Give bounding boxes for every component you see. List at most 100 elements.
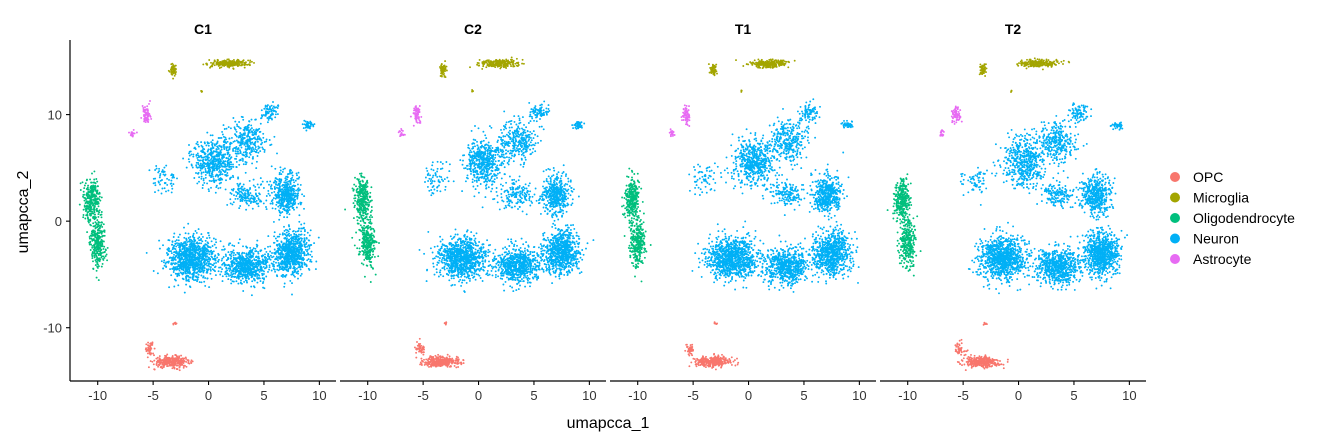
data-point bbox=[230, 176, 233, 179]
data-point bbox=[244, 271, 247, 274]
data-point bbox=[269, 258, 272, 261]
data-point bbox=[280, 256, 283, 259]
data-point bbox=[293, 233, 296, 236]
data-point bbox=[181, 277, 184, 280]
data-point bbox=[224, 141, 227, 144]
data-point bbox=[253, 258, 256, 261]
data-point bbox=[79, 189, 82, 191]
data-point bbox=[241, 116, 244, 119]
data-point bbox=[185, 365, 188, 368]
data-point bbox=[158, 239, 161, 242]
data-point bbox=[97, 223, 100, 226]
data-point bbox=[208, 234, 210, 237]
data-point bbox=[165, 266, 168, 268]
data-point bbox=[217, 147, 220, 150]
data-point bbox=[225, 127, 228, 130]
data-point bbox=[290, 179, 293, 181]
data-point bbox=[244, 258, 247, 261]
data-point bbox=[293, 255, 296, 258]
data-point bbox=[200, 281, 203, 284]
data-point bbox=[279, 166, 282, 169]
data-point bbox=[278, 235, 281, 238]
data-point bbox=[185, 262, 188, 265]
data-point bbox=[284, 265, 287, 268]
data-point bbox=[261, 146, 264, 149]
data-point bbox=[294, 195, 297, 198]
data-point bbox=[210, 64, 213, 67]
data-point bbox=[222, 256, 225, 258]
data-point bbox=[277, 205, 280, 208]
data-point bbox=[101, 243, 104, 246]
data-point bbox=[265, 138, 268, 141]
data-point bbox=[286, 186, 289, 189]
data-point bbox=[151, 360, 154, 363]
data-point bbox=[298, 220, 301, 223]
data-point bbox=[289, 250, 292, 253]
data-point bbox=[180, 362, 183, 365]
data-point bbox=[188, 160, 191, 163]
data-point bbox=[227, 251, 230, 254]
data-point bbox=[93, 225, 96, 228]
data-point bbox=[250, 60, 253, 63]
data-point bbox=[265, 206, 267, 208]
data-point bbox=[200, 259, 203, 262]
data-point bbox=[251, 248, 254, 251]
data-point bbox=[100, 265, 103, 268]
data-point bbox=[219, 240, 222, 243]
data-point bbox=[201, 187, 204, 189]
data-point bbox=[206, 163, 209, 166]
data-point bbox=[156, 359, 159, 362]
data-point bbox=[311, 255, 313, 258]
data-point bbox=[283, 229, 286, 232]
data-point bbox=[287, 230, 290, 233]
data-point bbox=[268, 194, 271, 197]
data-point bbox=[303, 119, 306, 122]
data-point bbox=[240, 282, 243, 285]
data-point bbox=[285, 210, 288, 213]
data-point bbox=[204, 168, 207, 170]
data-point bbox=[273, 268, 276, 271]
data-point bbox=[231, 244, 234, 247]
data-point bbox=[190, 153, 193, 156]
data-point bbox=[299, 274, 302, 277]
data-point bbox=[246, 256, 249, 259]
data-point bbox=[297, 192, 300, 195]
data-point bbox=[214, 162, 217, 165]
data-point bbox=[91, 253, 93, 256]
data-point bbox=[91, 239, 94, 242]
data-point bbox=[227, 126, 230, 129]
data-point bbox=[184, 256, 187, 259]
data-point bbox=[204, 277, 207, 279]
data-point bbox=[280, 200, 283, 203]
data-point bbox=[220, 148, 223, 151]
data-point bbox=[157, 365, 160, 368]
data-point bbox=[163, 362, 166, 365]
data-point bbox=[207, 142, 210, 145]
data-point bbox=[292, 257, 295, 260]
data-point bbox=[223, 128, 226, 130]
data-point bbox=[210, 61, 212, 64]
data-point bbox=[230, 282, 233, 285]
data-point bbox=[208, 59, 211, 61]
data-point bbox=[235, 257, 238, 260]
data-point bbox=[252, 134, 255, 136]
data-point bbox=[199, 255, 202, 258]
data-point bbox=[197, 276, 200, 279]
data-point bbox=[97, 279, 100, 282]
data-point bbox=[216, 140, 219, 143]
data-point bbox=[175, 268, 178, 271]
data-point bbox=[285, 204, 288, 207]
data-point bbox=[94, 242, 97, 244]
data-point bbox=[190, 264, 193, 267]
data-point bbox=[89, 212, 91, 215]
data-point bbox=[237, 125, 240, 128]
data-point bbox=[288, 255, 291, 257]
data-point bbox=[294, 242, 297, 245]
data-point bbox=[233, 140, 236, 143]
data-point bbox=[242, 137, 245, 140]
data-point bbox=[290, 252, 292, 255]
data-point bbox=[201, 159, 204, 162]
data-point bbox=[297, 189, 300, 192]
data-point bbox=[251, 280, 254, 283]
